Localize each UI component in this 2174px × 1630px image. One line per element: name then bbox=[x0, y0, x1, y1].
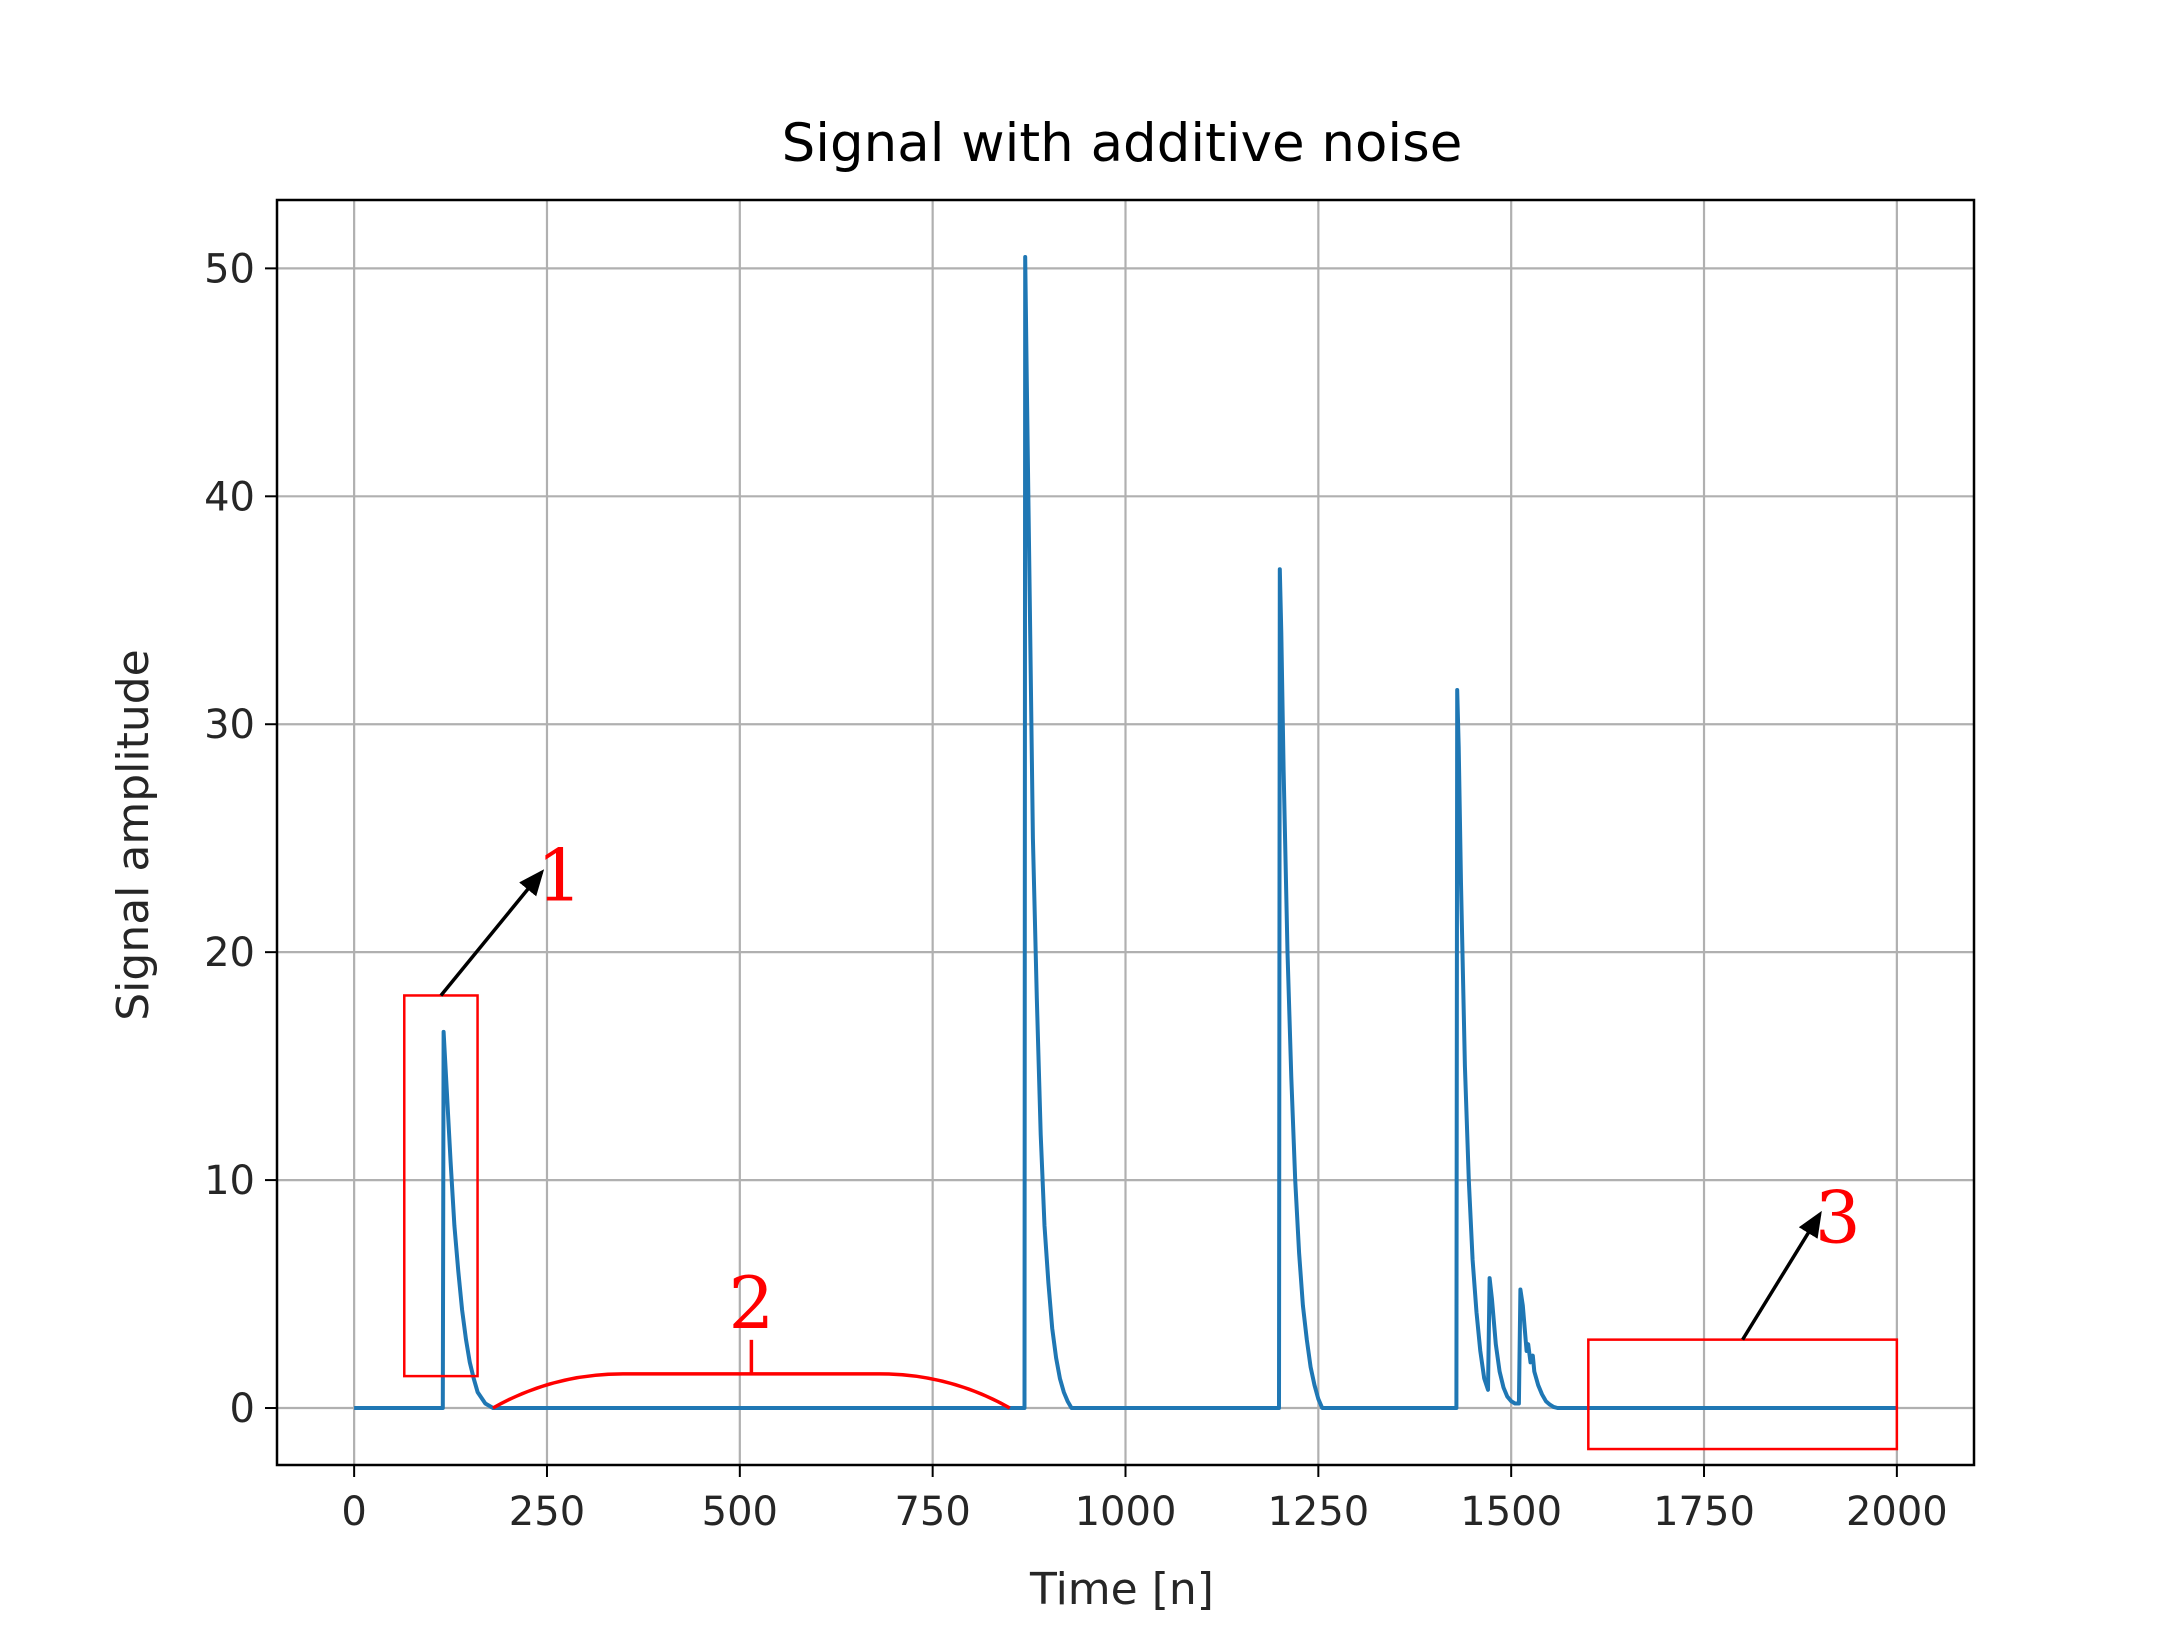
annotation-brace-2 bbox=[492, 1372, 1011, 1410]
y-tick-label: 50 bbox=[204, 246, 255, 292]
y-axis-label: Signal amplitude bbox=[108, 649, 159, 1021]
y-tick-label: 0 bbox=[230, 1386, 255, 1432]
x-tick-label: 0 bbox=[341, 1489, 366, 1535]
x-tick-label: 500 bbox=[702, 1489, 778, 1535]
x-tick-label: 750 bbox=[894, 1489, 970, 1535]
axis-ticks: 0 250 500 750 1000 1250 1500 1750 2000 0 10 20 30 40 5… bbox=[204, 246, 1948, 1535]
signal-line bbox=[354, 255, 1897, 1410]
y-tick-label: 10 bbox=[204, 1158, 255, 1204]
annotation-arrow-3 bbox=[1741, 1210, 1822, 1341]
grid bbox=[277, 200, 1974, 1465]
x-tick-label: 1500 bbox=[1460, 1489, 1562, 1535]
plot-lines bbox=[354, 255, 1897, 1410]
annotations: 1 2 3 bbox=[403, 833, 1899, 1451]
x-tick-label: 250 bbox=[509, 1489, 585, 1535]
annotation-arrow-1 bbox=[439, 869, 545, 997]
y-tick-label: 20 bbox=[204, 930, 255, 976]
y-tick-label: 40 bbox=[204, 474, 255, 520]
x-tick-label: 1250 bbox=[1267, 1489, 1369, 1535]
x-tick-label: 1750 bbox=[1653, 1489, 1755, 1535]
x-tick-label: 2000 bbox=[1846, 1489, 1948, 1535]
chart-title: Signal with additive noise bbox=[782, 113, 1463, 174]
annotation-label-3: 3 bbox=[1815, 1175, 1861, 1259]
x-axis-label: Time [n] bbox=[1029, 1564, 1214, 1615]
annotation-label-1: 1 bbox=[537, 833, 583, 917]
annotation-label-2: 2 bbox=[728, 1261, 774, 1345]
x-tick-label: 1000 bbox=[1075, 1489, 1177, 1535]
y-tick-label: 30 bbox=[204, 702, 255, 748]
